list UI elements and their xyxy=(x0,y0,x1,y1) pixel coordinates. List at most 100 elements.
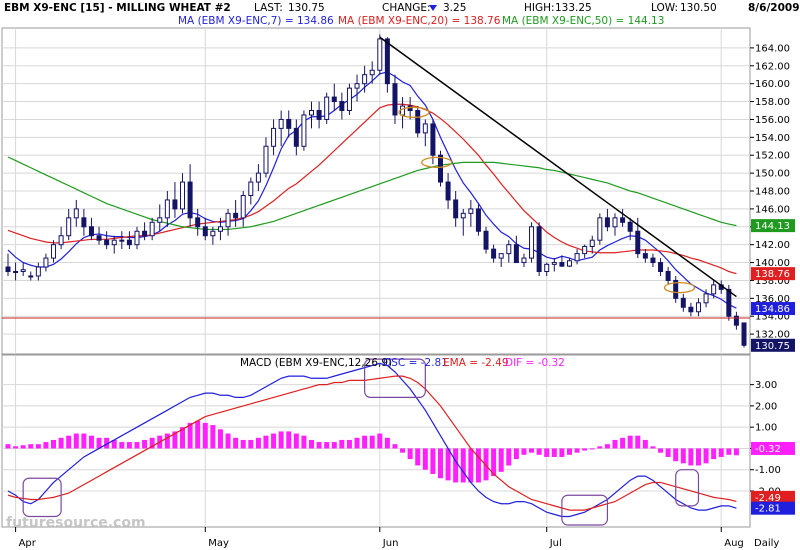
macd-legend-dif: DIF = -0.32 xyxy=(505,357,565,369)
x-tick-label: Jun xyxy=(382,538,399,549)
last-value-label: 144.13 xyxy=(755,221,790,232)
candle-body xyxy=(445,181,451,201)
macd-histogram-bar xyxy=(164,433,170,449)
candle-body xyxy=(111,239,117,246)
macd-histogram-bar xyxy=(400,448,406,453)
candle-body xyxy=(293,127,299,147)
candle-body xyxy=(642,253,648,259)
candle-body xyxy=(673,279,679,299)
candle-body xyxy=(20,269,26,273)
price-annotation-ellipse xyxy=(663,281,696,294)
macd-histogram-bar xyxy=(88,435,94,449)
candle-body xyxy=(35,266,41,277)
macd-histogram-bar xyxy=(483,448,489,481)
macd-histogram-bar xyxy=(604,444,610,449)
downtrend-line xyxy=(379,36,737,298)
macd-histogram-bar xyxy=(498,448,504,472)
candle-body xyxy=(680,297,686,308)
macd-annotations xyxy=(22,358,700,526)
macd-histogram-bar xyxy=(422,448,428,470)
candle-body xyxy=(665,271,671,281)
candle-body xyxy=(5,266,11,272)
macd-histogram-bar xyxy=(28,444,34,449)
price-tick-label: 148.00 xyxy=(755,187,790,198)
macd-histogram-bar xyxy=(703,448,709,464)
candle-body xyxy=(627,221,633,232)
macd-histogram-bar xyxy=(574,448,580,453)
candle-body xyxy=(278,118,284,129)
price-tick-label: 146.00 xyxy=(755,204,790,215)
candle-body xyxy=(430,123,436,156)
candle-body xyxy=(286,118,292,129)
macd-histogram-bar xyxy=(66,435,72,449)
candle-body xyxy=(733,315,739,326)
candle-body xyxy=(187,181,193,219)
macd-histogram-bar xyxy=(104,437,110,449)
macd-histogram-bar xyxy=(331,442,337,449)
macd-legend-ema: EMA = -2.49 xyxy=(443,357,509,369)
change-value: 3.25 xyxy=(443,2,466,14)
macd-histogram-bar xyxy=(217,429,223,449)
price-tick-label: 162.00 xyxy=(755,61,790,72)
candle-body xyxy=(650,257,656,264)
candle-body xyxy=(119,239,125,242)
macd-histogram-bar xyxy=(255,437,261,449)
macd-histogram-bar xyxy=(453,448,459,483)
candle-body xyxy=(741,322,747,346)
macd-last-value-box xyxy=(751,490,795,504)
candle-body xyxy=(483,230,489,250)
macd-histogram-bar xyxy=(688,448,694,466)
candle-body xyxy=(559,262,565,267)
price-tick-label: 136.00 xyxy=(755,294,790,305)
macd-last-value-label: -2.81 xyxy=(755,504,781,515)
macd-histogram-bar xyxy=(210,425,216,449)
macd-annotation-box xyxy=(561,494,609,526)
macd-histogram-bar xyxy=(384,437,390,449)
macd-histogram-bar xyxy=(142,439,148,449)
last-value-box xyxy=(751,267,795,281)
candle-body xyxy=(81,217,87,228)
candle-body xyxy=(521,257,527,264)
macd-histogram-bar xyxy=(733,448,739,456)
macd-histogram-bar xyxy=(111,439,117,449)
macd-histogram-bar xyxy=(316,442,322,449)
price-tick-label: 160.00 xyxy=(755,79,790,90)
macd-histogram-bar xyxy=(187,422,193,449)
price-tick-label: 134.00 xyxy=(755,312,790,323)
price-tick-label: 154.00 xyxy=(755,133,790,144)
candle-body xyxy=(301,114,307,147)
candle-body xyxy=(658,262,664,272)
candle-body xyxy=(142,230,148,237)
candle-body xyxy=(597,217,603,241)
macd-panel-frame xyxy=(1,354,751,528)
macd-histogram-bar xyxy=(202,422,208,449)
low-value: 130.50 xyxy=(680,2,717,14)
macd-histogram-bar xyxy=(51,439,57,449)
macd-histogram-bar xyxy=(35,444,41,449)
price-tick-label: 138.00 xyxy=(755,276,790,287)
macd-histogram-bar xyxy=(58,437,64,449)
macd-histogram-bar xyxy=(491,448,497,477)
candle-body xyxy=(574,253,580,262)
candle-body xyxy=(43,257,49,268)
candle-body xyxy=(589,239,595,247)
macd-histogram-bar xyxy=(726,448,732,455)
price-tick-label: 152.00 xyxy=(755,151,790,162)
candle-body xyxy=(248,181,254,196)
macd-histogram-bar xyxy=(20,445,26,449)
ema-line xyxy=(7,375,737,511)
macd-histogram-bar xyxy=(612,439,618,449)
candle-body xyxy=(513,244,519,264)
macd-histogram-bar xyxy=(529,448,535,453)
macd-histogram-bar xyxy=(286,431,292,449)
macd-histogram-bar xyxy=(665,448,671,457)
last-label: LAST: xyxy=(254,2,283,14)
macd-histogram-bar xyxy=(271,433,277,449)
candle-body xyxy=(225,212,231,228)
candle-body xyxy=(73,208,79,219)
candle-body xyxy=(695,302,701,313)
candle-body xyxy=(217,226,223,232)
candle-body xyxy=(339,101,345,112)
candle-body xyxy=(392,83,398,116)
price-candles xyxy=(5,34,747,348)
